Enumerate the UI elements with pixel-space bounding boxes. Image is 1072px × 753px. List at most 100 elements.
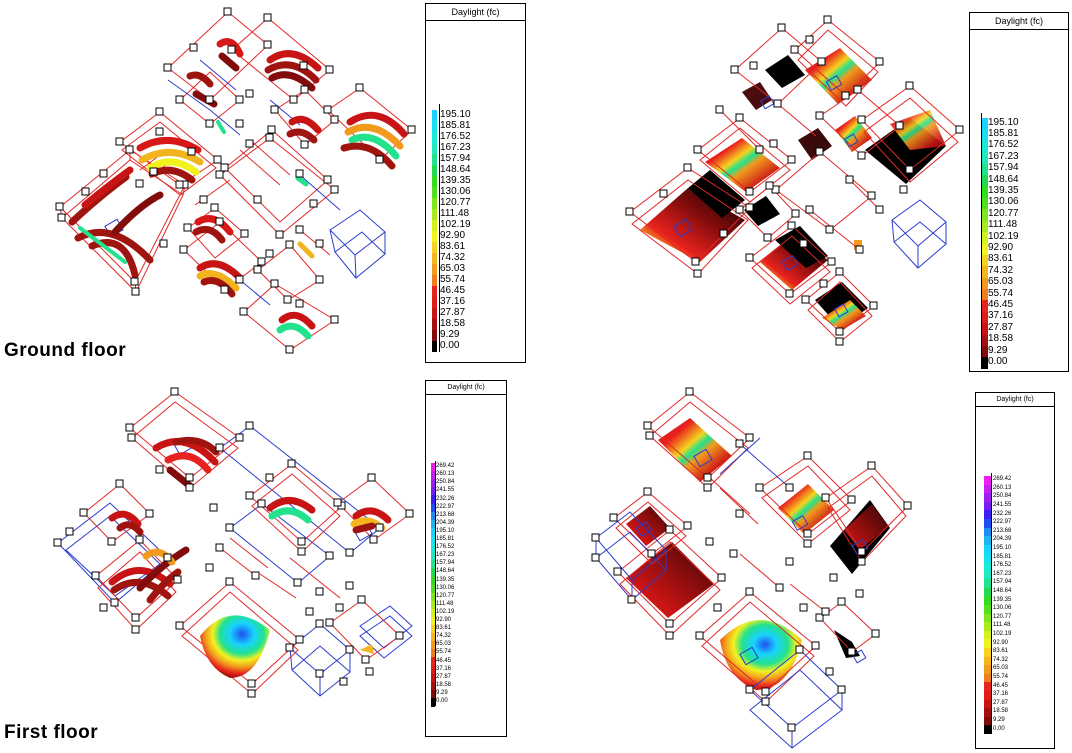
legend-value: 46.45	[988, 298, 1014, 310]
legend-value: 241.55	[436, 487, 455, 494]
legend-swatch	[984, 613, 991, 623]
legend-value: 185.81	[440, 119, 471, 131]
legend-value: 18.58	[993, 708, 1009, 715]
legend-value: 55.74	[440, 273, 466, 285]
legend-swatch	[431, 535, 435, 545]
legend-swatch	[982, 209, 988, 222]
legend-title: Daylight (fc)	[426, 381, 506, 395]
legend-swatch	[982, 197, 988, 210]
legend-value: 55.74	[436, 649, 452, 656]
legend-ground-floor-left: Daylight (fc) 195.10 185.81 176.52 167.23 15…	[425, 3, 526, 363]
ground-floor-contour-plan	[0, 0, 425, 370]
legend-value: 27.87	[988, 321, 1014, 333]
legend-swatch	[432, 341, 437, 352]
first-floor-filled-drawing	[591, 387, 912, 749]
legend-value: 167.23	[436, 552, 455, 559]
legend-swatch	[984, 605, 991, 614]
legend-swatch	[432, 242, 437, 253]
legend-value: 0.00	[440, 339, 460, 351]
ground-floor-label: Ground floor	[4, 340, 127, 361]
legend-value: 83.61	[988, 253, 1014, 265]
legend-value: 0.00	[993, 725, 1005, 732]
legend-swatch	[984, 639, 991, 649]
legend-swatch	[984, 673, 991, 683]
legend-value: 92.90	[988, 241, 1014, 253]
legend-value: 167.23	[988, 150, 1019, 162]
legend-swatch	[432, 297, 437, 308]
legend-swatch	[431, 689, 435, 699]
legend-value: 92.90	[440, 229, 466, 241]
legend-swatch	[982, 163, 988, 176]
legend-value: 102.19	[436, 608, 455, 615]
legend-value: 83.61	[993, 648, 1009, 655]
legend-swatch	[432, 319, 437, 330]
legend-swatch	[432, 110, 437, 121]
legend-swatch	[431, 681, 435, 691]
legend-swatch	[431, 616, 435, 626]
legend-swatch	[984, 622, 991, 632]
legend-value: 74.32	[988, 264, 1014, 276]
legend-value: 260.13	[436, 471, 455, 478]
legend-value: 157.94	[993, 579, 1012, 586]
legend-swatch	[982, 289, 988, 301]
legend-swatch	[431, 649, 435, 659]
first-floor-contour-drawing	[53, 387, 414, 698]
legend-swatch	[982, 220, 988, 233]
legend-swatch	[432, 198, 437, 209]
legend-swatch	[984, 476, 991, 485]
legend-swatch	[982, 175, 988, 187]
legend-swatch	[431, 600, 435, 610]
legend-swatch	[982, 334, 988, 347]
legend-swatch	[984, 501, 991, 511]
legend-swatch	[982, 118, 988, 130]
legend-value: 102.19	[440, 218, 471, 230]
legend-swatch	[984, 570, 991, 580]
legend-swatch	[982, 323, 988, 336]
legend-swatch	[431, 479, 435, 489]
legend-value: 157.94	[988, 162, 1019, 174]
legend-value: 120.77	[436, 592, 455, 599]
legend-swatch	[984, 708, 991, 718]
legend-swatch	[984, 699, 991, 709]
legend-swatch	[984, 527, 991, 537]
legend-swatch	[431, 503, 435, 513]
legend-value: 139.35	[993, 596, 1012, 603]
legend-axis-line	[981, 113, 982, 369]
legend-value: 37.16	[988, 310, 1014, 322]
legend-swatch	[431, 495, 435, 505]
legend-value: 148.64	[993, 587, 1012, 594]
legend-value: 130.06	[436, 584, 455, 591]
legend-value: 222.97	[436, 503, 455, 510]
legend-swatch	[984, 553, 991, 563]
legend-swatch	[432, 143, 437, 154]
legend-swatch	[982, 232, 988, 244]
legend-swatch	[432, 220, 437, 231]
legend-swatch	[984, 630, 991, 640]
legend-value: 9.29	[440, 328, 460, 340]
legend-value: 176.52	[993, 562, 1012, 569]
legend-swatch	[431, 511, 435, 521]
legend-value: 9.29	[988, 344, 1008, 356]
legend-swatch	[982, 266, 988, 279]
legend-value: 148.64	[988, 173, 1019, 185]
first-floor-label: First floor	[4, 722, 99, 743]
legend-value: 157.94	[440, 152, 471, 164]
legend-value: 18.58	[440, 317, 466, 329]
legend-swatch	[431, 697, 435, 707]
legend-value: 65.03	[988, 276, 1014, 288]
legend-value: 65.03	[993, 665, 1009, 672]
legend-value: 213.68	[436, 511, 455, 518]
legend-value: 102.19	[988, 230, 1019, 242]
legend-axis-line	[991, 473, 992, 734]
legend-value: 139.35	[988, 184, 1019, 196]
legend-value: 195.10	[436, 527, 455, 534]
legend-swatch	[431, 665, 435, 675]
legend-value: 204.39	[993, 536, 1012, 543]
legend-swatch	[431, 552, 435, 562]
legend-value: 0.00	[988, 355, 1008, 367]
legend-swatch	[431, 487, 435, 497]
legend-value: 176.52	[440, 130, 471, 142]
legend-swatch	[982, 243, 988, 256]
legend-swatch	[984, 648, 991, 657]
legend-value: 0.00	[436, 698, 448, 704]
